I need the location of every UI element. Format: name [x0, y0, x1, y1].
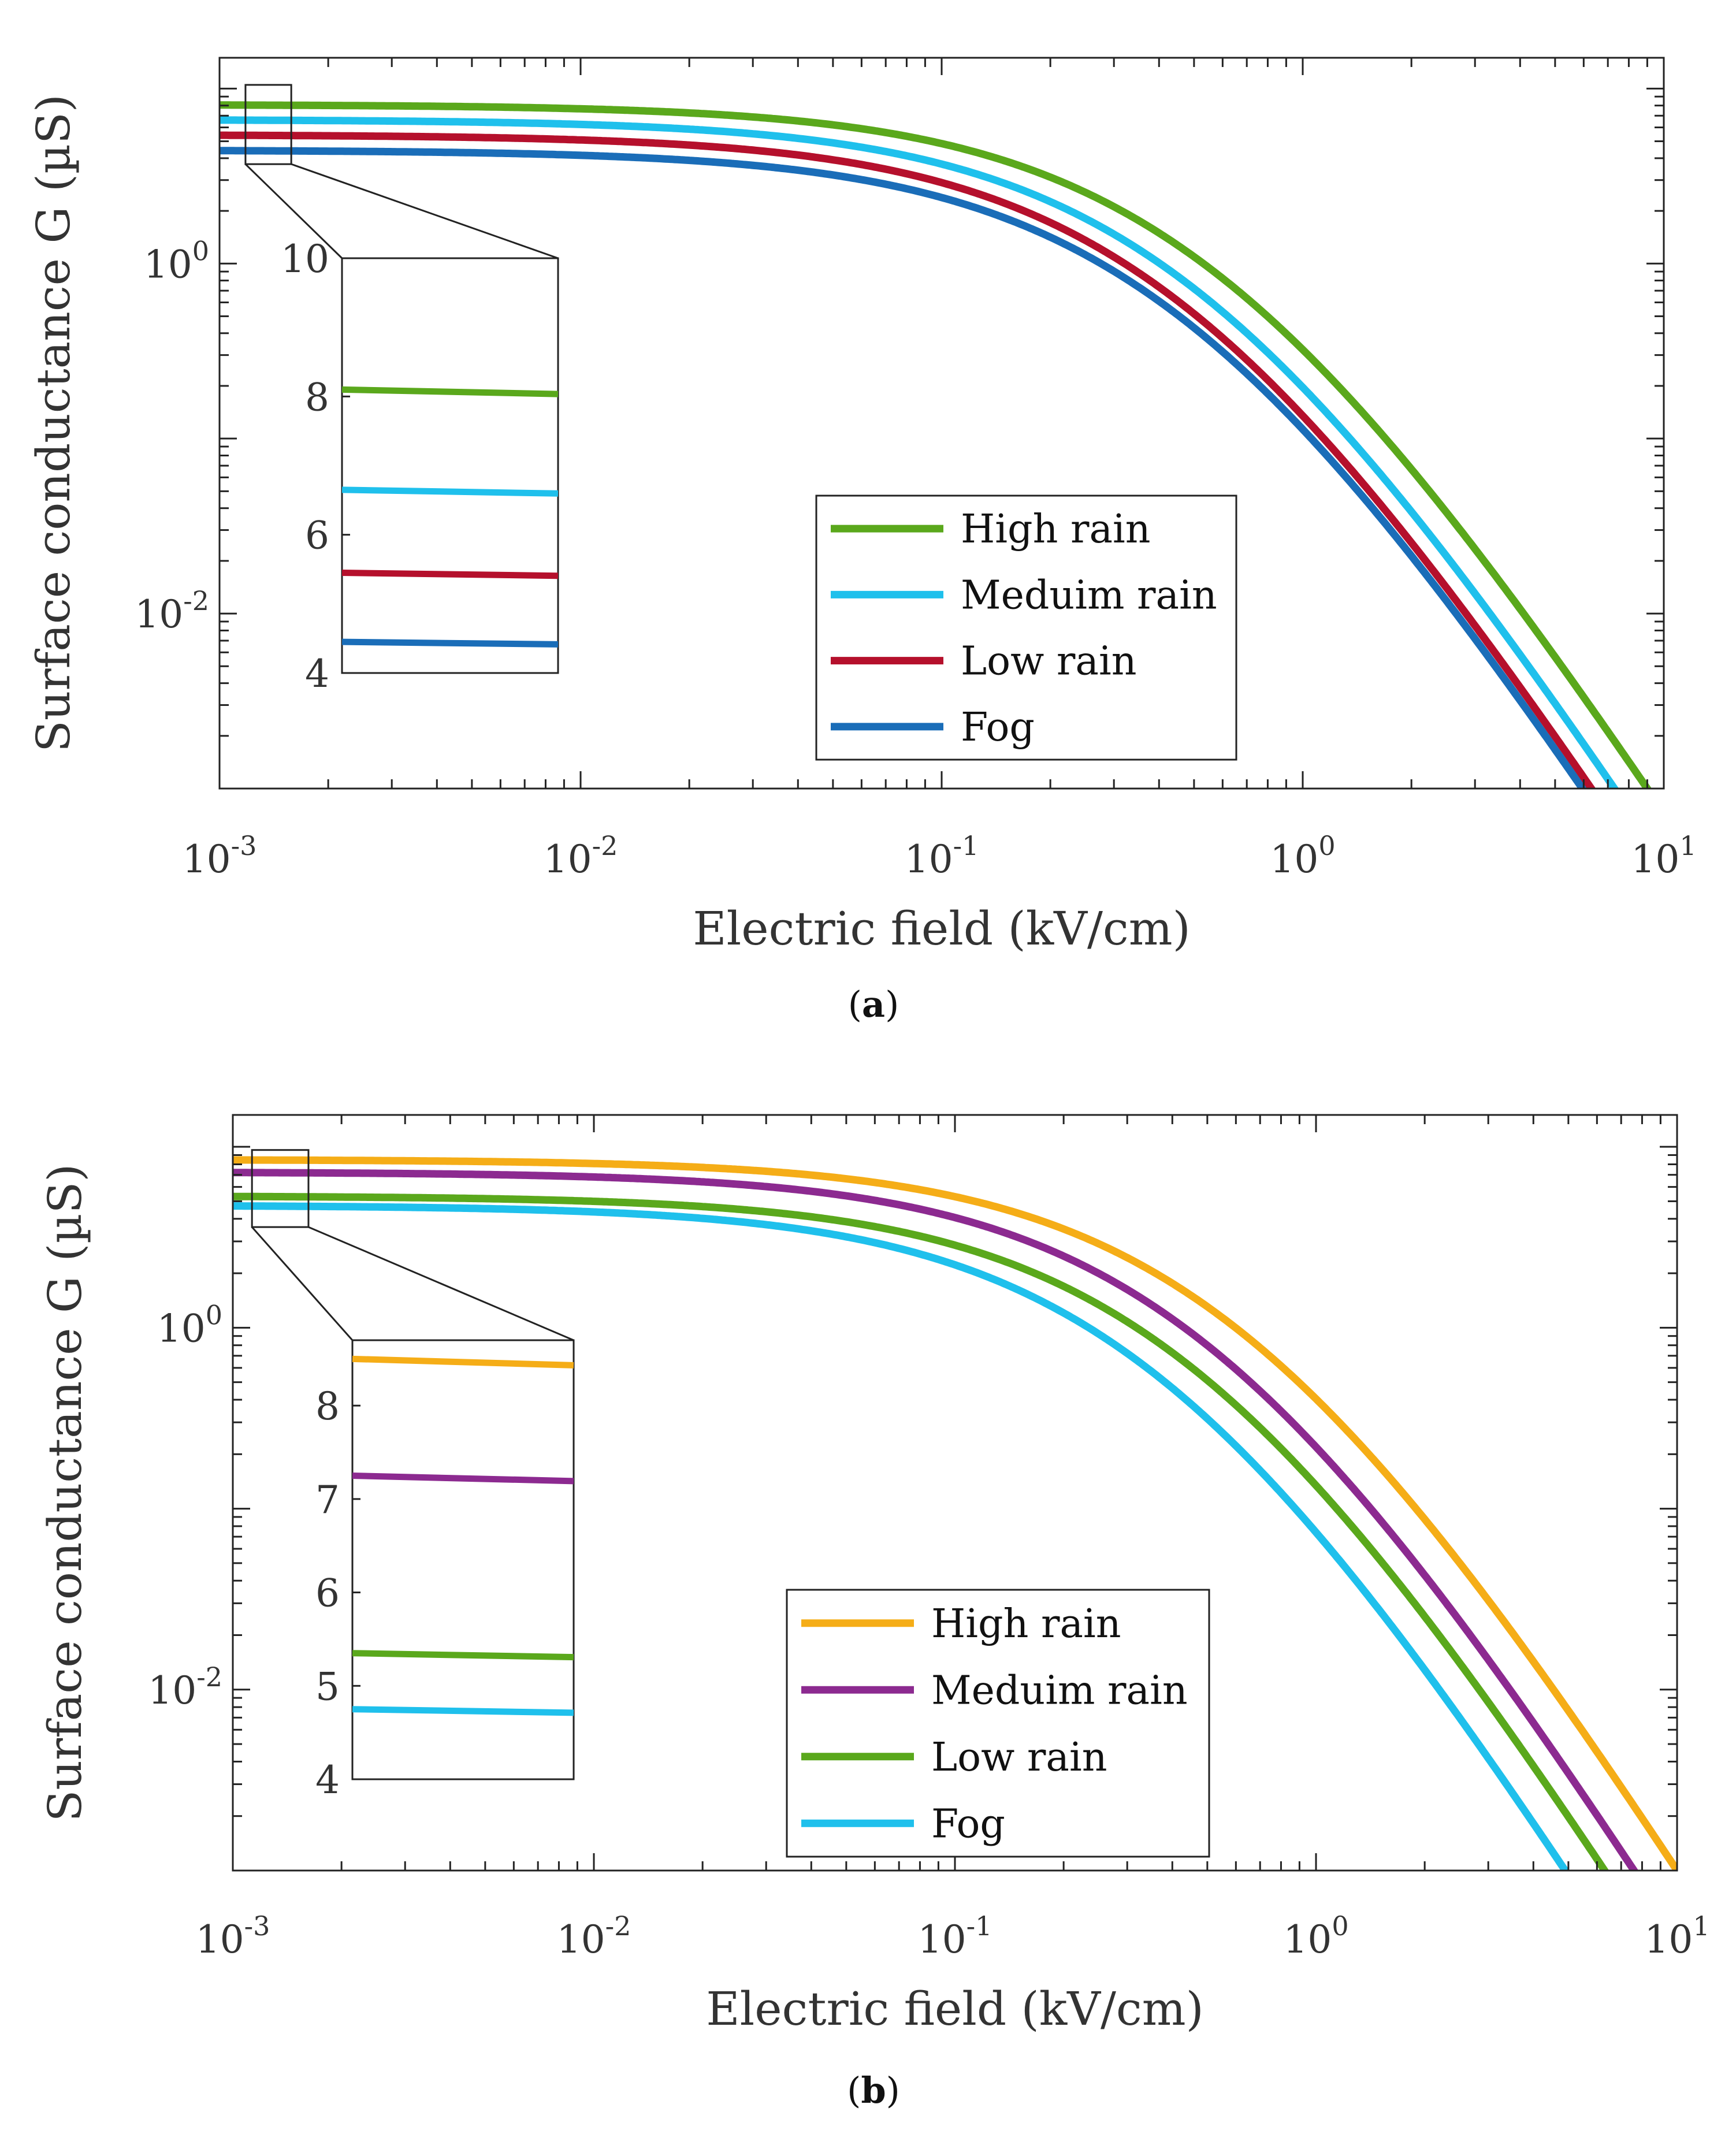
inset-frame: [341, 257, 559, 674]
inset-y-tick-label: 6: [305, 514, 329, 558]
x-tick-label: 10-2: [544, 830, 618, 882]
series-line-high-rain: [220, 101, 1652, 789]
inset-y-tick-label: 4: [305, 652, 329, 696]
series-line-low-rain: [220, 131, 1596, 789]
inset-y-tick-label: 5: [315, 1664, 340, 1709]
inset-series-line-high-rain: [341, 386, 559, 397]
panel-b-caption-letter: b: [861, 2069, 886, 2111]
inset-series-line-high-rain: [352, 1355, 574, 1369]
x-axis-label: Electric field (kV/cm): [706, 1982, 1204, 2036]
legend-entry-label: Low rain: [931, 1735, 1107, 1780]
x-tick-label: 10-1: [918, 1910, 992, 1962]
inset-series-line-fog: [341, 638, 559, 648]
inset-y-tick-label: 10: [281, 237, 329, 281]
panel-b-caption: (b): [847, 2069, 900, 2111]
y-tick-label: 10-2: [148, 1661, 222, 1713]
legend-entry-label: Low rain: [961, 639, 1137, 685]
legend-entry-label: Fog: [931, 1801, 1005, 1847]
panel-a-chart: 10-3 10-2 10-1 100 101 100 10-2 Electric field …: [27, 57, 1697, 955]
y-axis-label: Surface conductance G (µS): [38, 1164, 92, 1822]
y-axis-label: Surface conductance G (µS): [27, 94, 80, 752]
x-tick-label: 100: [1270, 830, 1335, 882]
inset-frame: [351, 1339, 575, 1780]
x-tick-label: 101: [1644, 1910, 1709, 1962]
zoom-region-box: [251, 1149, 310, 1228]
legend-entry-label: Meduim rain: [961, 572, 1217, 618]
zoom-connector-line: [291, 163, 559, 259]
y-tick-label: 10-2: [135, 585, 209, 637]
panel-b-chart: 10-3 10-2 10-1 100 101 100 10-2 Electric field …: [38, 1114, 1710, 2036]
x-tick-label: 10-3: [196, 1910, 270, 1962]
inset-y-tick-label: 6: [315, 1571, 340, 1616]
inset-series-line-meduim-rain: [352, 1472, 574, 1485]
series-line-low-rain: [233, 1192, 1609, 1871]
inset-series-line-low-rain: [341, 569, 559, 579]
x-axis-label: Electric field (kV/cm): [693, 902, 1191, 955]
legend-entry-label: Meduim rain: [931, 1668, 1188, 1713]
series-line-meduim-rain: [220, 116, 1619, 789]
zoom-region-box: [244, 84, 292, 165]
zoom-connector-line: [244, 163, 343, 259]
series-line-fog: [220, 147, 1587, 789]
zoom-connector-line: [308, 1226, 574, 1341]
x-tick-label: 100: [1283, 1910, 1348, 1962]
inset-y-tick-label: 8: [305, 375, 329, 419]
series-line-fog: [233, 1202, 1570, 1871]
inset-series-line-meduim-rain: [341, 486, 559, 497]
inset-series-line-fog: [352, 1706, 574, 1716]
y-tick-label: 100: [157, 1299, 222, 1351]
panel-a-caption: (a): [848, 983, 899, 1025]
x-tick-label: 101: [1631, 830, 1696, 882]
legend-entry-label: High rain: [961, 507, 1151, 552]
zoom-connector-line: [251, 1226, 354, 1341]
panel-a-caption-letter: a: [862, 983, 885, 1025]
legend-box: [815, 494, 1237, 761]
inset-series-line-low-rain: [352, 1650, 574, 1661]
inset-y-tick-label: 8: [315, 1384, 340, 1429]
x-tick-label: 10-3: [183, 830, 257, 882]
x-tick-label: 10-1: [905, 830, 979, 882]
y-tick-label: 100: [144, 235, 209, 287]
legend-entry-label: Fog: [961, 705, 1035, 750]
x-tick-label: 10-2: [557, 1910, 631, 1962]
series-line-meduim-rain: [233, 1169, 1639, 1871]
legend-box: [786, 1589, 1210, 1858]
series-line-high-rain: [233, 1156, 1677, 1871]
inset-y-tick-label: 7: [315, 1478, 340, 1522]
inset-y-tick-label: 4: [315, 1758, 340, 1802]
legend-entry-label: High rain: [931, 1601, 1121, 1647]
